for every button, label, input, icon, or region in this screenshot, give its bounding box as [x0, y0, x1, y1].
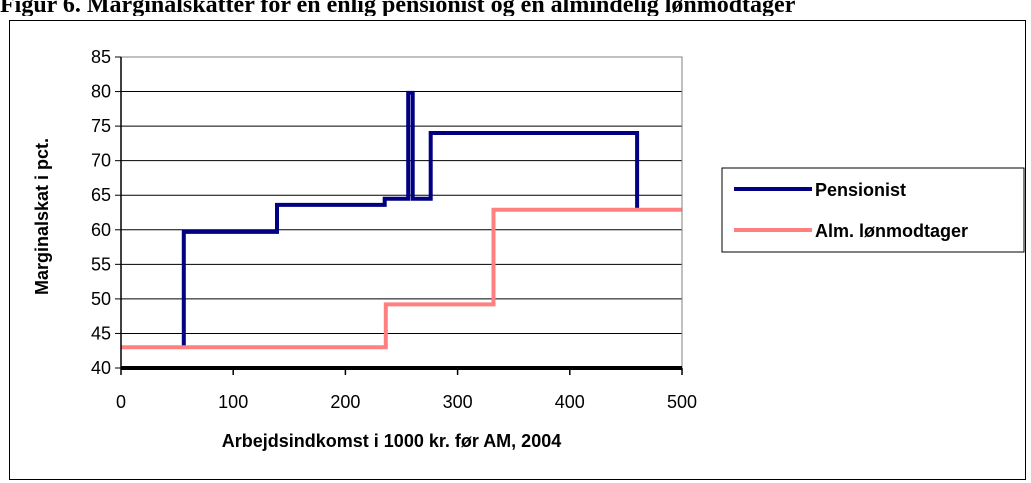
x-tick-label: 200	[330, 392, 360, 412]
x-tick-label: 300	[443, 392, 473, 412]
y-tick-label: 70	[91, 151, 111, 171]
x-axis-title: Arbejdsindkomst i 1000 kr. før AM, 2004	[222, 431, 561, 451]
y-tick-label: 40	[91, 358, 111, 378]
y-tick-label: 45	[91, 323, 111, 343]
y-tick-label: 50	[91, 289, 111, 309]
chart-frame	[9, 20, 1026, 480]
legend: Pensionist Alm. lønmodtager	[721, 167, 1025, 253]
legend-box	[721, 167, 1025, 253]
y-axis-title: Marginalskat i pct.	[32, 138, 52, 295]
legend-label-alm-lonmodtager: Alm. lønmodtager	[815, 221, 968, 241]
y-tick-label: 75	[91, 116, 111, 136]
y-tick-label: 85	[91, 47, 111, 67]
y-tick-label: 80	[91, 82, 111, 102]
legend-label-pensionist: Pensionist	[815, 180, 906, 200]
figure-caption: Figur 6. Marginalskatter for en enlig pe…	[0, 0, 796, 16]
x-tick-label: 0	[116, 392, 126, 412]
y-tick-label: 60	[91, 220, 111, 240]
y-tick-label: 65	[91, 185, 111, 205]
x-tick-label: 500	[667, 392, 697, 412]
y-tick-label: 55	[91, 254, 111, 274]
x-tick-label: 100	[218, 392, 248, 412]
series-line-pensionist	[181, 90, 640, 348]
x-tick-label: 400	[555, 392, 585, 412]
plot-area-border	[120, 56, 683, 369]
series-line-alm-l-nmodtager	[121, 207, 682, 350]
